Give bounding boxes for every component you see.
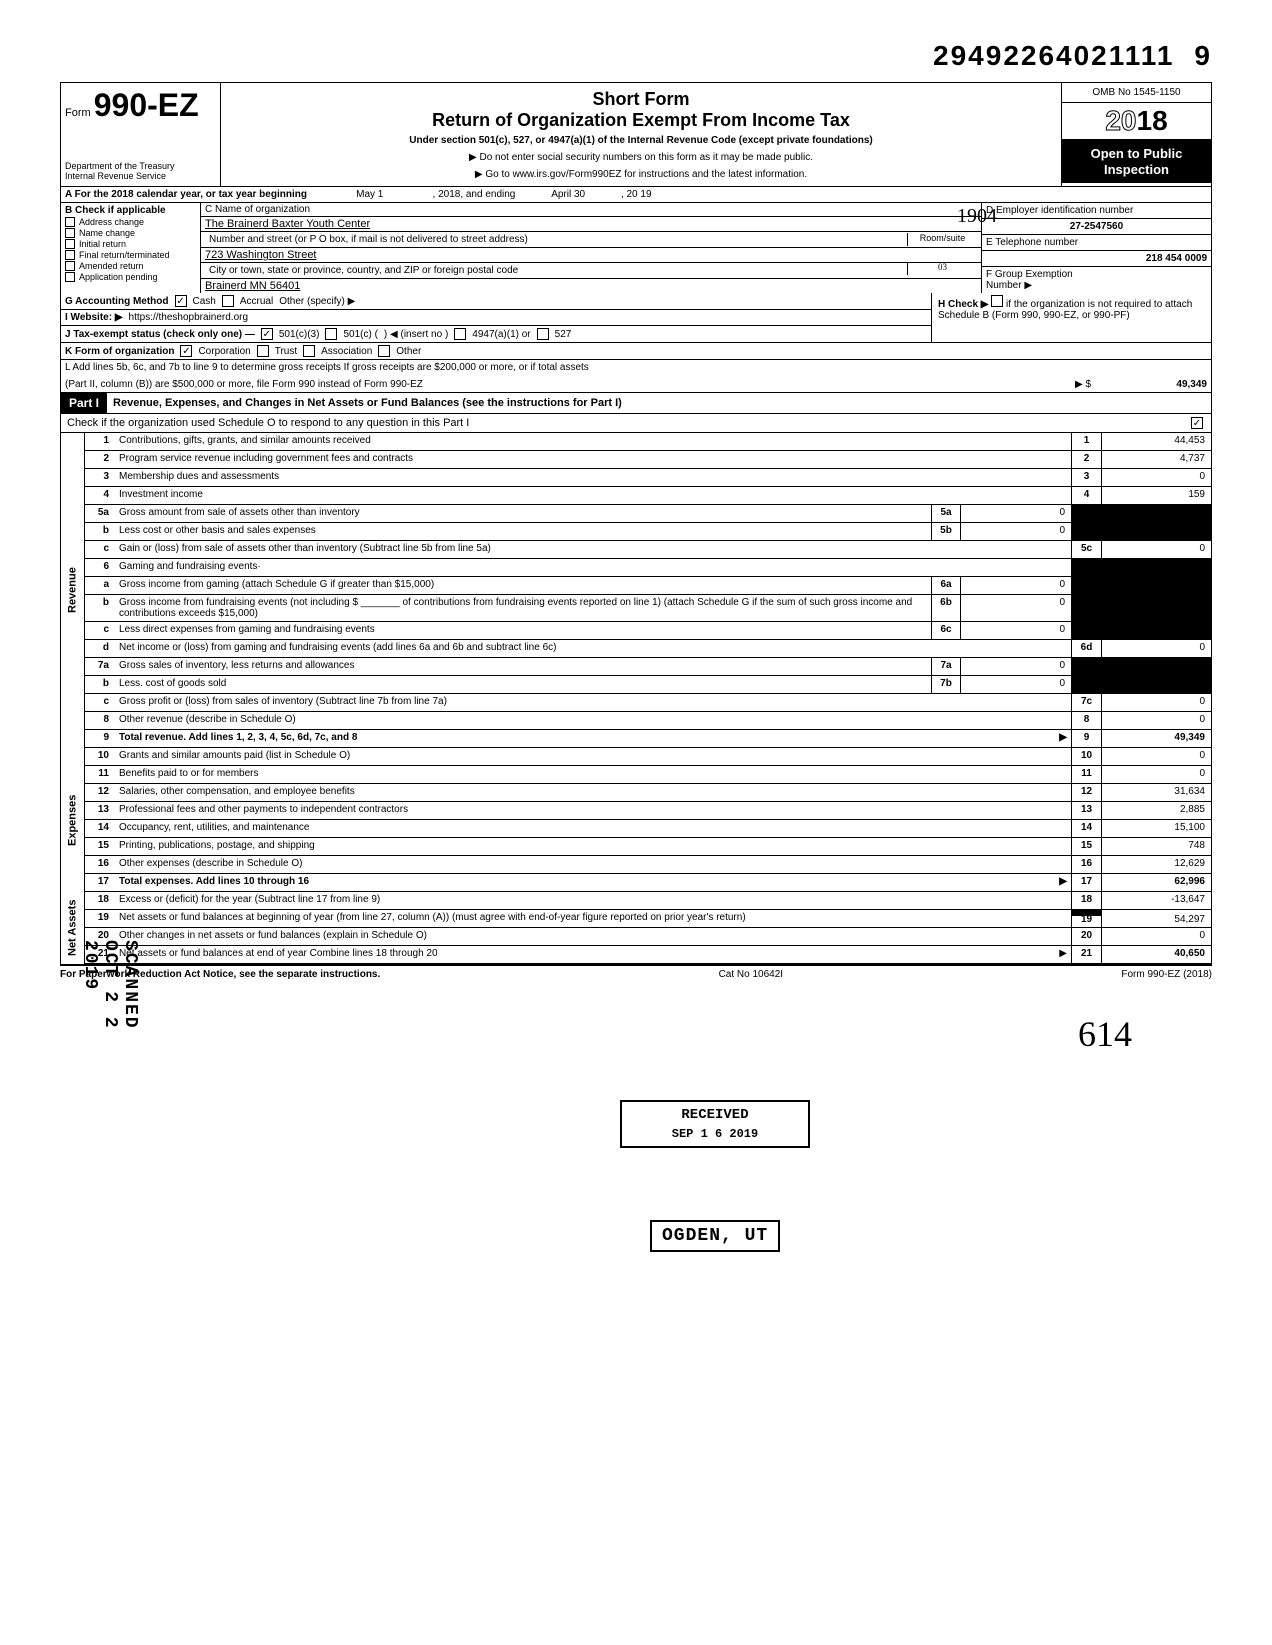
org-name-label: C Name of organization <box>201 203 981 217</box>
line-7b: bLess. cost of goods sold7b0 <box>85 676 1211 694</box>
ein-label: D Employer identification number <box>982 203 1211 219</box>
line-9: 9Total revenue. Add lines 1, 2, 3, 4, 5c… <box>85 730 1211 748</box>
line-4: 4Investment income4159 <box>85 487 1211 505</box>
expenses-label: Expenses <box>60 748 84 892</box>
revenue-label: Revenue <box>60 433 84 748</box>
chk-schedule-o[interactable] <box>1191 417 1203 429</box>
line-k: K Form of organization Corporation Trust… <box>60 343 1212 360</box>
line-11: 11Benefits paid to or for members110 <box>85 766 1211 784</box>
form-number: Form 990-EZ <box>65 87 216 124</box>
line-6d: dNet income or (loss) from gaming and fu… <box>85 640 1211 658</box>
col-c: C Name of organization The Brainerd Baxt… <box>201 203 981 293</box>
chk-4947[interactable] <box>454 328 466 340</box>
line-6b: bGross income from fundraising events (n… <box>85 595 1211 622</box>
line-14: 14Occupancy, rent, utilities, and mainte… <box>85 820 1211 838</box>
group-exempt: F Group Exemption Number ▶ <box>982 267 1211 293</box>
document-number: 294922640211119 <box>60 40 1212 72</box>
phone-label: E Telephone number <box>982 235 1211 251</box>
line-6c: cLess direct expenses from gaming and fu… <box>85 622 1211 640</box>
phone-value: 218 454 0009 <box>982 251 1211 267</box>
omb-number: OMB No 1545-1150 <box>1062 83 1211 103</box>
line-21: 21Net assets or fund balances at end of … <box>85 946 1211 964</box>
received-stamp: RECEIVED SEP 1 6 2019 <box>620 1100 810 1148</box>
chk-501c3[interactable] <box>261 328 273 340</box>
chk-address[interactable] <box>65 217 75 227</box>
chk-amended[interactable] <box>65 261 75 271</box>
chk-other[interactable] <box>378 345 390 357</box>
dept-label: Department of the Treasury Internal Reve… <box>65 162 216 182</box>
line-10: 10Grants and similar amounts paid (list … <box>85 748 1211 766</box>
line-12: 12Salaries, other compensation, and empl… <box>85 784 1211 802</box>
chk-corp[interactable] <box>180 345 192 357</box>
line-j: J Tax-exempt status (check only one) — 5… <box>60 326 932 343</box>
open-to-public: Open to Public Inspection <box>1062 140 1211 183</box>
line-l: L Add lines 5b, 6c, and 7b to line 9 to … <box>60 360 1212 393</box>
ein-value: 27-2547560 <box>982 219 1211 235</box>
chk-initial[interactable] <box>65 239 75 249</box>
city-value: Brainerd MN 56401 <box>201 279 981 293</box>
line-13: 13Professional fees and other payments t… <box>85 802 1211 820</box>
line-g: G Accounting Method Cash Accrual Other (… <box>60 293 932 310</box>
line-16: 16Other expenses (describe in Schedule O… <box>85 856 1211 874</box>
part1-header: Part I Revenue, Expenses, and Changes in… <box>60 393 1212 414</box>
line-18: 18Excess or (deficit) for the year (Subt… <box>85 892 1211 910</box>
line-5b: bLess cost or other basis and sales expe… <box>85 523 1211 541</box>
chk-501c[interactable] <box>325 328 337 340</box>
line-7c: cGross profit or (loss) from sales of in… <box>85 694 1211 712</box>
line-20: 20Other changes in net assets or fund ba… <box>85 928 1211 946</box>
chk-trust[interactable] <box>257 345 269 357</box>
chk-name[interactable] <box>65 228 75 238</box>
line-3: 3Membership dues and assessments30 <box>85 469 1211 487</box>
chk-assoc[interactable] <box>303 345 315 357</box>
line-15: 15Printing, publications, postage, and s… <box>85 838 1211 856</box>
form-subtitle: Under section 501(c), 527, or 4947(a)(1)… <box>231 135 1051 146</box>
chk-cash[interactable] <box>175 295 187 307</box>
line-7a: 7aGross sales of inventory, less returns… <box>85 658 1211 676</box>
part1-check: Check if the organization used Schedule … <box>60 414 1212 433</box>
line-1: 1Contributions, gifts, grants, and simil… <box>85 433 1211 451</box>
form-note-1: ▶ Do not enter social security numbers o… <box>231 152 1051 163</box>
form-note-2: ▶ Go to www.irs.gov/Form990EZ for instru… <box>231 169 1051 180</box>
chk-pending[interactable] <box>65 272 75 282</box>
hand-03: 03 <box>907 262 977 275</box>
line-19: 19Net assets or fund balances at beginni… <box>85 910 1211 928</box>
line-i: I Website: ▶ https://theshopbrainerd.org <box>60 310 932 326</box>
tax-year: 2018 <box>1062 103 1211 140</box>
chk-527[interactable] <box>537 328 549 340</box>
signature-mark: 614 <box>60 1013 1132 1055</box>
col-de: D Employer identification number 27-2547… <box>981 203 1211 293</box>
chk-final[interactable] <box>65 250 75 260</box>
scanned-stamp: SCANNED OCT 2 2 2019 <box>80 940 140 1055</box>
street-address: 723 Washington Street <box>201 248 981 263</box>
chk-schedule-b[interactable] <box>991 295 1003 307</box>
room-label: Room/suite <box>907 233 977 246</box>
handwritten-note: 1904 <box>957 205 997 228</box>
line-17: 17Total expenses. Add lines 10 through 1… <box>85 874 1211 892</box>
line-8: 8Other revenue (describe in Schedule O)8… <box>85 712 1211 730</box>
line-a: A For the 2018 calendar year, or tax yea… <box>60 187 1212 203</box>
form-title-1: Short Form <box>231 89 1051 110</box>
line-5c: cGain or (loss) from sale of assets othe… <box>85 541 1211 559</box>
line-2: 2Program service revenue including gover… <box>85 451 1211 469</box>
line-5a: 5aGross amount from sale of assets other… <box>85 505 1211 523</box>
line-h: H Check ▶ if the organization is not req… <box>932 293 1212 343</box>
org-name: The Brainerd Baxter Youth Center <box>201 217 981 232</box>
ogden-stamp: OGDEN, UT <box>650 1220 780 1252</box>
city-label: City or town, state or province, country… <box>205 264 907 277</box>
line-6a: aGross income from gaming (attach Schedu… <box>85 577 1211 595</box>
line-6: 6Gaming and fundraising events· <box>85 559 1211 577</box>
form-title-2: Return of Organization Exempt From Incom… <box>231 110 1051 131</box>
page-footer: For Paperwork Reduction Act Notice, see … <box>60 966 1212 983</box>
form-header: Form 990-EZ Department of the Treasury I… <box>60 82 1212 187</box>
addr-label: Number and street (or P O box, if mail i… <box>205 233 907 246</box>
col-b: B Check if applicable Address change Nam… <box>61 203 201 293</box>
section-bcd: B Check if applicable Address change Nam… <box>60 203 1212 293</box>
chk-accrual[interactable] <box>222 295 234 307</box>
